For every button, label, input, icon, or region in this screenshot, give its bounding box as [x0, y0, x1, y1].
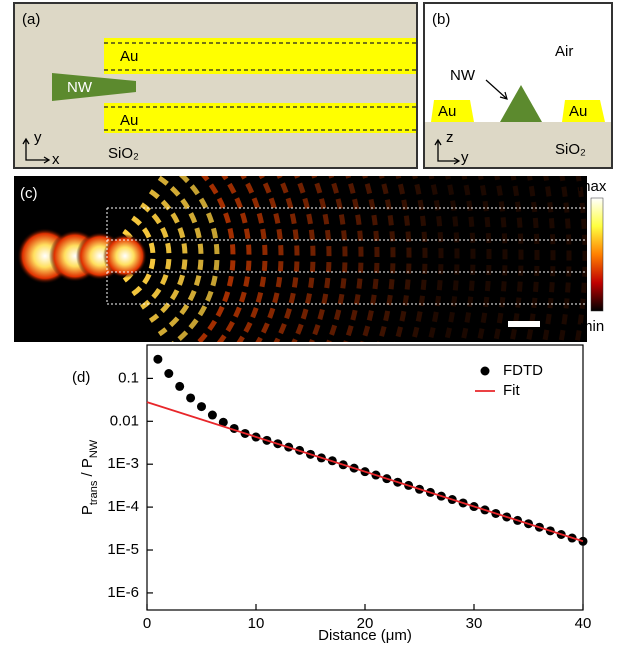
x-tick-label: 20 [357, 615, 374, 632]
axis-arrows [25, 140, 48, 161]
arrow-head [43, 156, 51, 164]
panel-label: (b) [432, 11, 450, 28]
y-tick-label: 0.01 [110, 412, 139, 429]
field-fringe [308, 176, 332, 342]
data-point [164, 368, 174, 378]
fit-line [146, 401, 584, 543]
substrate-label: SiO₂ [108, 145, 139, 162]
y-axis-label: Ptrans / PNW [79, 439, 100, 515]
panel-b: (b) Air NW Au Au z y SiO₂ [423, 2, 613, 169]
axis-label: x [52, 151, 60, 168]
x-axis-label: Distance (μm) [318, 627, 412, 644]
arrow-head [434, 138, 442, 146]
au-stripe [104, 38, 416, 74]
field-fringe [343, 176, 364, 342]
field-fringe [427, 176, 444, 342]
au-electrode [431, 100, 474, 122]
legend-marker [480, 366, 490, 376]
colorbar-min: min [580, 318, 604, 335]
y-tick-label: 0.1 [118, 369, 139, 386]
panel-label: (d) [72, 369, 90, 386]
axis-arrows [437, 141, 458, 162]
y-tick-label: 1E-4 [107, 498, 139, 515]
field-hotspot [103, 234, 147, 278]
colorbar [590, 197, 604, 312]
field-fringe [140, 202, 172, 310]
au-label: Au [438, 103, 456, 120]
axis-label: y [461, 149, 469, 166]
field-fringe [476, 176, 492, 342]
nw-label: NW [67, 79, 93, 96]
arrow-head [22, 137, 30, 145]
y-tick-label: 1E-5 [107, 541, 139, 558]
field-fringe [377, 176, 396, 342]
y-axis-label-part: NW [88, 439, 100, 458]
panel-label: (a) [22, 11, 40, 28]
arrow-head [453, 157, 461, 165]
field-fringe [171, 176, 220, 342]
au-stripe [104, 103, 416, 133]
field-fringe [393, 176, 412, 342]
panel-label: (c) [20, 185, 38, 202]
field-fringe [525, 176, 540, 342]
panel-a: (a) Au Au NW y x SiO₂ [13, 2, 418, 169]
scale-bar [508, 321, 540, 327]
axis-label: y [34, 129, 42, 146]
y-axis-label-part: P [79, 505, 96, 515]
legend-label: Fit [503, 382, 520, 399]
au-label: Au [120, 48, 138, 65]
au-electrode [562, 100, 605, 122]
data-point [218, 417, 228, 427]
medium-label: Air [555, 43, 573, 60]
arrow-head [499, 91, 508, 100]
y-axis-label-part: / P [79, 458, 96, 481]
field-fringe [410, 176, 428, 342]
field-fringe [542, 176, 556, 342]
field-fringe [558, 176, 572, 342]
field-fringe [360, 176, 380, 342]
data-point [153, 354, 163, 364]
y-axis-label-part: trans [88, 480, 100, 505]
data-point [186, 393, 196, 403]
axis-label: z [446, 129, 454, 146]
x-tick-label: 30 [466, 615, 483, 632]
field-fringe [460, 176, 476, 342]
x-tick-label: 0 [143, 615, 151, 632]
field-fringe [492, 176, 508, 342]
pointer [485, 79, 507, 99]
data-point [197, 402, 206, 412]
y-tick-label: 1E-6 [107, 584, 139, 601]
nanowire [500, 85, 542, 122]
data-point [207, 410, 217, 420]
field-fringe [509, 176, 524, 342]
colorbar-max: max [578, 178, 607, 195]
au-label: Au [569, 103, 587, 120]
field-fringe [157, 176, 204, 337]
nanowire [52, 73, 136, 101]
x-tick-label: 40 [575, 615, 592, 632]
y-tick-label: 1E-3 [107, 455, 139, 472]
field-fringe [443, 176, 460, 342]
substrate-label: SiO₂ [555, 141, 586, 158]
au-label: Au [120, 112, 138, 129]
x-tick-label: 10 [248, 615, 265, 632]
field-fringe [326, 176, 348, 342]
legend-label: FDTD [503, 362, 543, 379]
panel-c: (c) max min [14, 176, 607, 342]
nw-label: NW [450, 67, 476, 84]
field-fringe [148, 189, 188, 323]
field-fringe [195, 176, 236, 342]
panel-d: (d) Distance (μm) 0.1 0.01 1E-3 1E-4 1E-5 1E-… [72, 344, 592, 644]
data-point [175, 381, 185, 391]
field-pattern [17, 176, 587, 342]
field-fringe [574, 176, 587, 342]
